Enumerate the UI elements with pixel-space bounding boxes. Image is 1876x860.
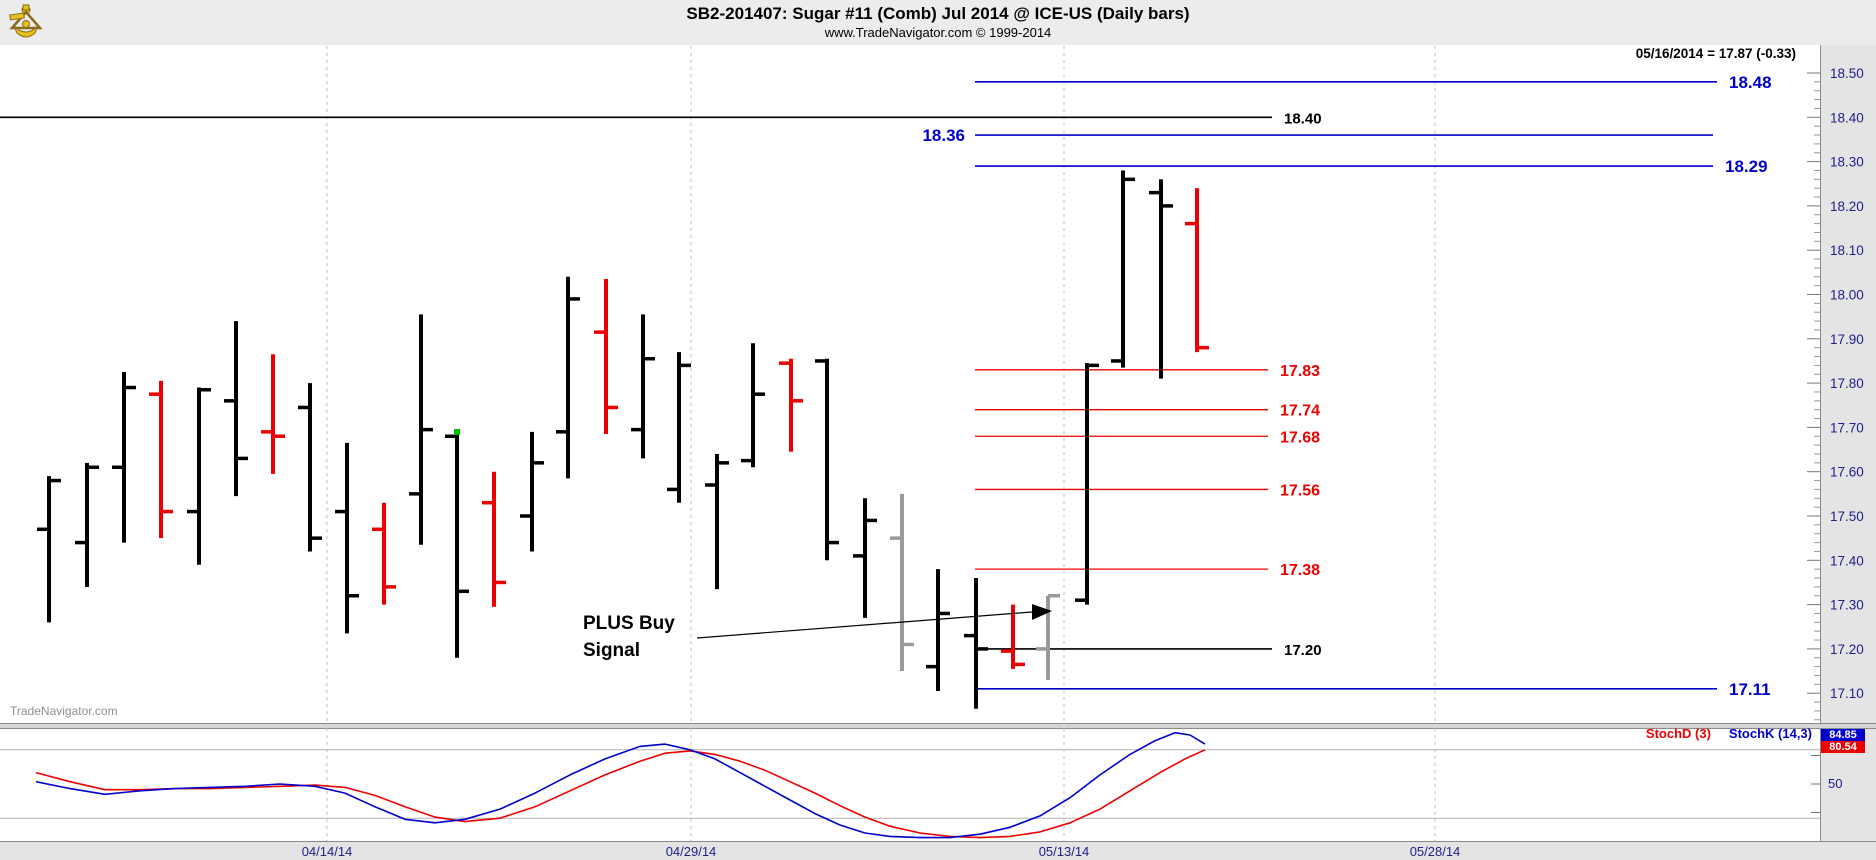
chart-subtitle: www.TradeNavigator.com © 1999-2014 (824, 25, 1052, 40)
stochd-legend-label: StochD (3) (1645, 726, 1711, 741)
stochastic-legend: StochD (3) StochK (14,3) (1646, 726, 1812, 741)
tradenavigator-watermark: TradeNavigator.com (10, 704, 118, 718)
panel-separator[interactable] (0, 723, 1876, 729)
date-axis-strip (0, 841, 1876, 860)
chart-title: SB2-201407: Sugar #11 (Comb) Jul 2014 @ … (686, 4, 1190, 23)
tradenavigator-sextant-logo-icon (9, 4, 43, 38)
stochk-value-badge: 84.85 (1821, 729, 1865, 741)
last-quote-readout: 05/16/2014 = 17.87 (-0.33) (1635, 46, 1796, 61)
stoch-50-level-label: 50 (1828, 776, 1843, 791)
price-chart-surface[interactable] (0, 45, 1820, 723)
stochk-legend-label: StochK (14,3) (1728, 726, 1812, 741)
stochastic-panel-surface[interactable] (0, 728, 1820, 841)
annotation-line2: Signal (583, 640, 641, 661)
chart-header: SB2-201407: Sugar #11 (Comb) Jul 2014 @ … (0, 0, 1876, 46)
annotation-line1: PLUS Buy (583, 613, 675, 634)
stochd-value-badge: 80.54 (1821, 741, 1865, 753)
plus-buy-signal-annotation: PLUS Buy Signal (583, 610, 675, 664)
price-axis-strip (1820, 45, 1876, 841)
